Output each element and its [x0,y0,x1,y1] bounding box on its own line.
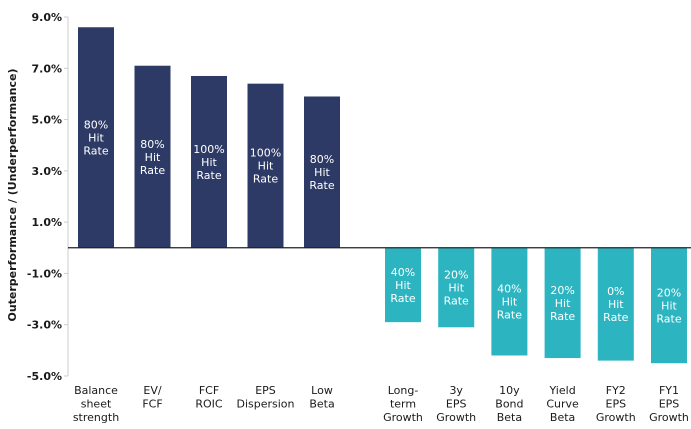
bar [134,65,171,248]
hit-rate-label: Rate [309,179,334,192]
x-tick-label: term [390,398,416,411]
hit-rate-label: Hit [145,151,161,164]
hit-rate-label: Rate [83,145,108,158]
hit-rate-label: Rate [390,292,415,305]
x-tick-label: EPS [446,398,467,411]
hit-rate-label: Hit [258,160,274,173]
bar [385,247,421,323]
y-tick-label: 7.0% [31,62,62,75]
x-tick-label: ROIC [195,398,223,411]
x-tick-label: Beta [550,411,575,424]
bar [438,247,475,328]
x-tick-label: Growth [649,411,689,424]
hit-rate-label: 80% [310,153,334,166]
y-tick-label: 5.0% [31,114,62,127]
x-tick-label: EPS [255,384,276,397]
x-tick-label: Curve [546,398,579,411]
x-tick-label: Yield [548,384,575,397]
bar [78,27,114,248]
hit-rate-label: 20% [550,284,574,297]
x-tick-label: 3y [449,384,463,397]
hit-rate-label: Rate [140,164,165,177]
hit-rate-label: Hit [88,132,104,145]
hit-rate-label: 100% [250,147,281,160]
x-tick-label: FY2 [606,384,626,397]
bar [191,75,227,248]
hit-rate-label: 80% [84,119,108,132]
y-tick-label: 3.0% [31,165,62,178]
y-tick-label: 9.0% [31,11,62,24]
x-tick-label: Bond [495,398,523,411]
x-tick-label: Beta [309,398,334,411]
y-tick-label: -3.0% [27,319,62,332]
bar [491,247,528,356]
bar [247,83,284,248]
hit-rate-label: Rate [253,173,278,186]
x-tick-label: Beta [497,411,522,424]
bar [544,247,581,359]
x-tick-label: EPS [606,398,627,411]
x-tick-label: Dispersion [236,398,294,411]
hit-rate-label: 80% [140,138,164,151]
x-tick-label: Low [311,384,333,397]
hit-rate-label: Hit [608,298,624,311]
hit-rate-label: 0% [607,285,624,298]
hit-rate-label: 40% [391,266,415,279]
hit-rate-label: Hit [661,299,677,312]
hit-rate-label: 40% [497,283,521,296]
hit-rate-label: Hit [314,166,330,179]
hit-rate-label: Hit [502,296,518,309]
x-tick-label: EPS [659,398,680,411]
hit-rate-label: Hit [555,297,571,310]
x-tick-label: Growth [596,411,636,424]
x-tick-label: FY1 [659,384,679,397]
hit-rate-label: Rate [497,309,522,322]
hit-rate-label: Rate [656,312,681,325]
hit-rate-label: 20% [657,286,681,299]
x-tick-label: strength [73,411,119,424]
x-tick-label: sheet [81,398,112,411]
hit-rate-label: Hit [395,279,411,292]
x-tick-label: Balance [74,384,118,397]
hit-rate-label: Rate [196,169,221,182]
hit-rate-label: 20% [444,269,468,282]
x-tick-label: Growth [436,411,476,424]
bar [651,247,687,364]
hit-rate-label: Hit [201,156,217,169]
hit-rate-label: Rate [444,295,469,308]
hit-rate-label: Hit [448,282,464,295]
x-tick-label: Growth [383,411,423,424]
y-tick-label: 1.0% [31,216,62,229]
hit-rate-label: Rate [603,311,628,324]
bar [304,96,340,248]
x-tick-label: EV/ [143,384,161,397]
x-tick-label: Long- [388,384,419,397]
hit-rate-label: 100% [193,143,224,156]
x-tick-label: FCF [142,398,162,411]
bar [597,247,634,361]
x-tick-label: FCF [199,384,219,397]
x-tick-label: 10y [499,384,520,397]
hit-rate-label: Rate [550,310,575,323]
y-tick-label: -1.0% [27,267,62,280]
y-tick-label: -5.0% [27,370,62,383]
y-axis-label: Outerperformance / (Underperformance) [6,68,19,321]
